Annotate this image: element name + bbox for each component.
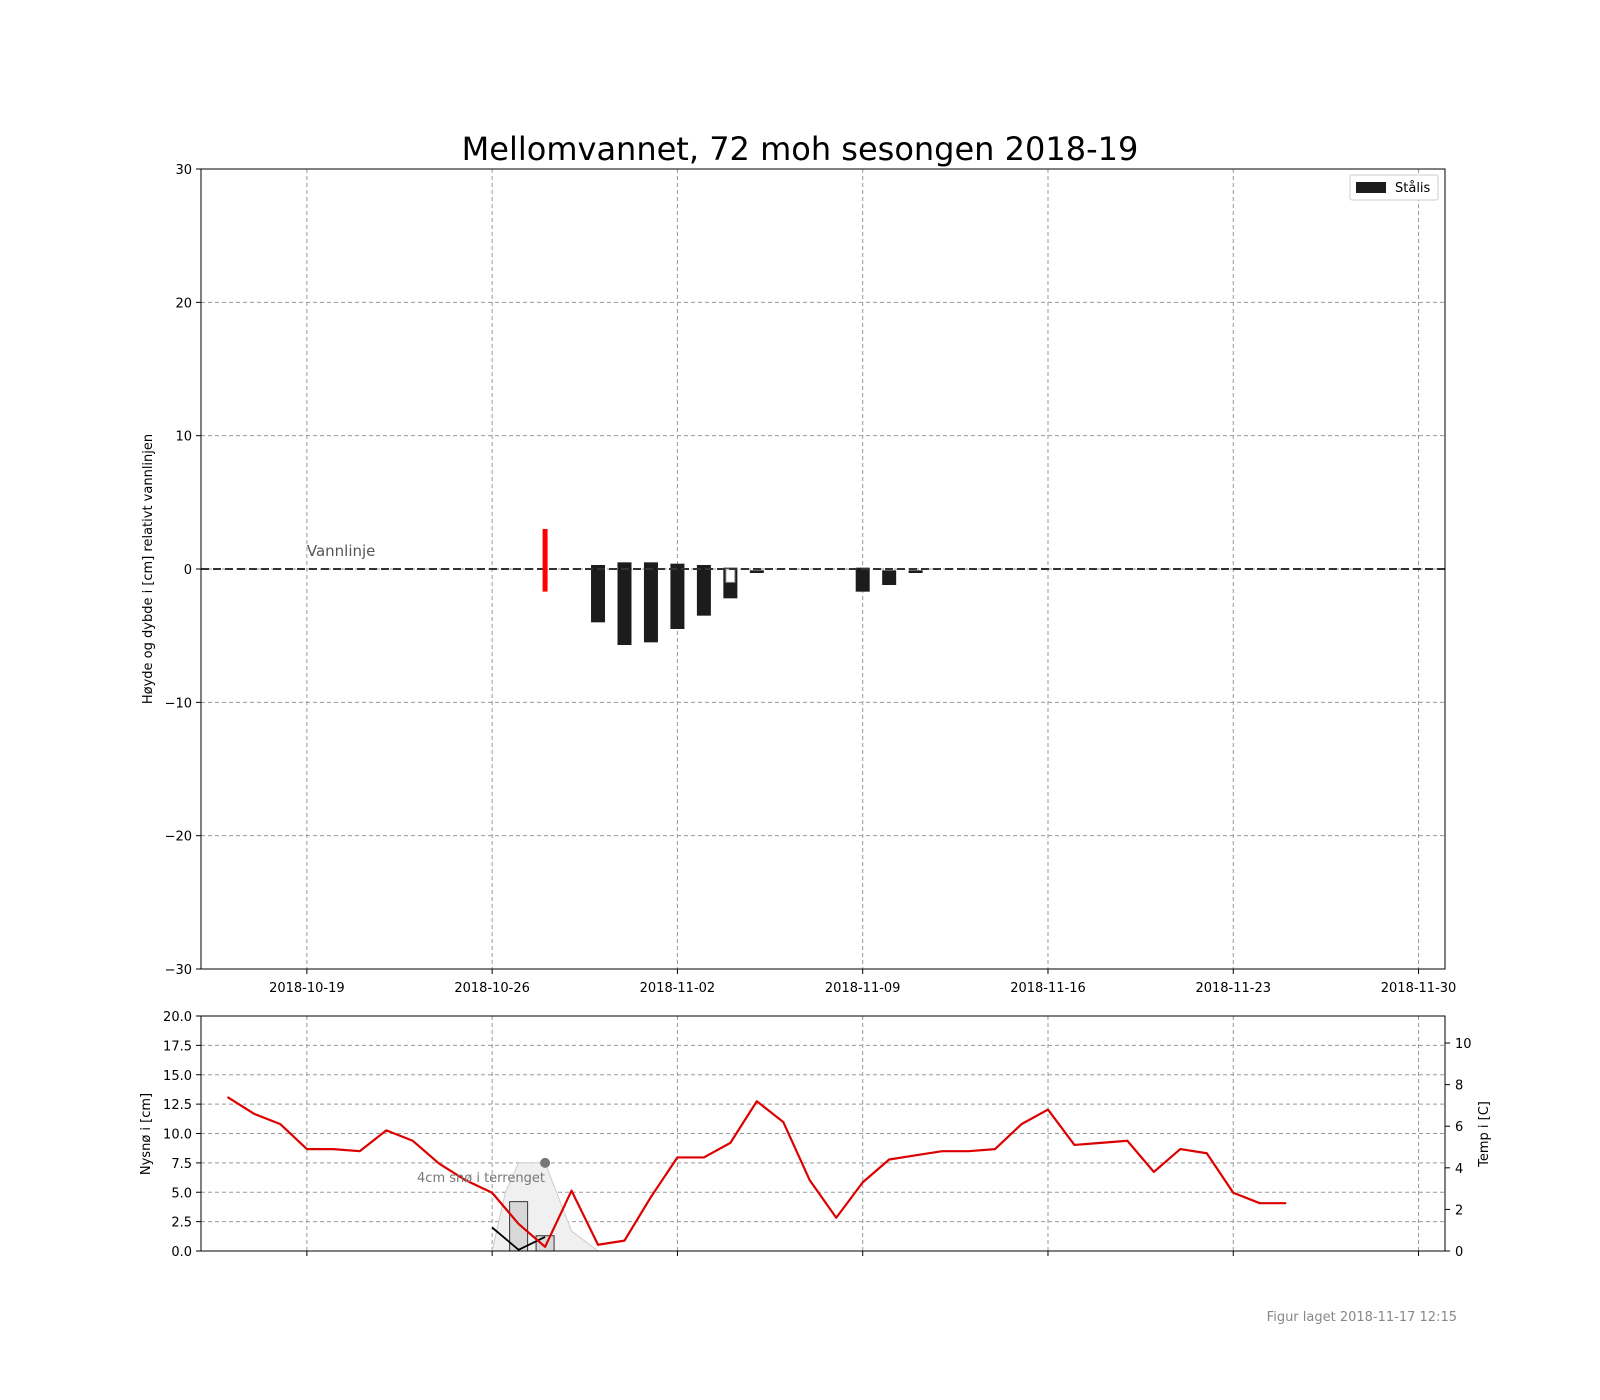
bottom-y-tick-label-right: 6 <box>1455 1120 1463 1135</box>
bottom-grid <box>201 1015 1445 1251</box>
top-x-tick-label: 2018-11-30 <box>1381 981 1457 996</box>
top-x-tick-label: 2018-11-02 <box>640 981 716 996</box>
bottom-y-tick-label-right: 2 <box>1455 1203 1463 1218</box>
top-bars <box>591 562 923 645</box>
stalis-bar <box>591 565 606 623</box>
top-y-tick-label: 20 <box>175 296 192 311</box>
bottom-y-axis-label-right: Temp i [C] <box>1477 1101 1492 1168</box>
bottom-y-axis-label: Nysnø i [cm] <box>139 1093 154 1175</box>
legend-swatch-stalis <box>1356 182 1386 193</box>
top-y-tick-label: 0 <box>184 563 192 578</box>
bottom-y-tick-label: 12.5 <box>163 1098 192 1113</box>
top-x-tick-label: 2018-11-23 <box>1195 981 1271 996</box>
hollow-bar <box>725 568 736 583</box>
top-y-ticks: 30 20 10 0 −10 −20 −30 <box>165 163 201 978</box>
stalis-bar <box>882 570 897 585</box>
chart-title: Mellomvannet, 72 moh sesongen 2018-19 <box>462 130 1139 168</box>
bottom-y-tick-label: 15.0 <box>163 1069 192 1084</box>
bottom-y-ticks-right: 0 2 4 6 8 10 <box>1445 1037 1472 1260</box>
top-y-tick-label: 30 <box>175 163 192 178</box>
top-y-tick-label: −30 <box>165 963 192 978</box>
bottom-y-tick-label: 7.5 <box>171 1157 192 1172</box>
bottom-y-ticks: 0.0 2.5 5.0 7.5 10.0 12.5 15.0 17.5 20.0 <box>163 1010 201 1260</box>
top-x-tick-label: 2018-11-09 <box>825 981 901 996</box>
bottom-y-tick-label: 2.5 <box>171 1216 192 1231</box>
bottom-y-tick-label: 10.0 <box>163 1128 192 1143</box>
stalis-bar <box>749 570 764 573</box>
legend-box <box>1349 174 1439 201</box>
top-x-ticks: 2018-10-19 2018-10-26 2018-11-02 2018-11-09… <box>269 969 1456 996</box>
bottom-lines <box>226 1096 1287 1251</box>
figure-footer: Figur laget 2018-11-17 12:15 <box>1267 1310 1457 1325</box>
top-y-tick-label: −20 <box>165 830 192 845</box>
top-y-tick-label: −10 <box>165 696 192 711</box>
bottom-y-tick-label-right: 8 <box>1455 1079 1463 1094</box>
stalis-bar <box>670 563 685 629</box>
snow-bar <box>535 1235 555 1252</box>
bottom-y-tick-label: 5.0 <box>171 1186 192 1201</box>
stalis-bar <box>855 567 870 592</box>
bottom-y-tick-label: 17.5 <box>163 1039 192 1054</box>
top-y-tick-label: 10 <box>175 430 192 445</box>
top-extras: Vannlinje <box>201 529 1445 592</box>
legend-label-stalis: Stålis <box>1395 181 1431 196</box>
bottom-y-tick-label-right: 0 <box>1455 1245 1463 1260</box>
top-x-tick-label: 2018-10-19 <box>269 981 345 996</box>
waterline-label: Vannlinje <box>307 542 376 560</box>
legend: Stålis <box>1349 174 1439 201</box>
snow-annotation: 4cm snø i terrenget <box>417 1171 545 1186</box>
temperature-line <box>226 1096 1287 1248</box>
bottom-y-tick-label: 20.0 <box>163 1010 192 1025</box>
bottom-y-tick-label-right: 10 <box>1455 1037 1472 1052</box>
top-y-axis-label: Høyde og dybde i [cm] relativt vannlinje… <box>141 434 156 704</box>
top-x-tick-label: 2018-10-26 <box>454 981 530 996</box>
snow-annotation-point <box>540 1157 551 1168</box>
stalis-bar <box>643 562 658 643</box>
snow-black-line <box>491 1226 546 1251</box>
stalis-bar <box>617 562 632 645</box>
bottom-y-tick-label: 0.0 <box>171 1245 192 1260</box>
bottom-y-tick-label-right: 4 <box>1455 1162 1463 1177</box>
bottom-x-ticks <box>306 1251 1420 1256</box>
top-x-tick-label: 2018-11-16 <box>1010 981 1086 996</box>
stalis-bar <box>908 570 923 573</box>
stalis-bar <box>696 565 711 616</box>
